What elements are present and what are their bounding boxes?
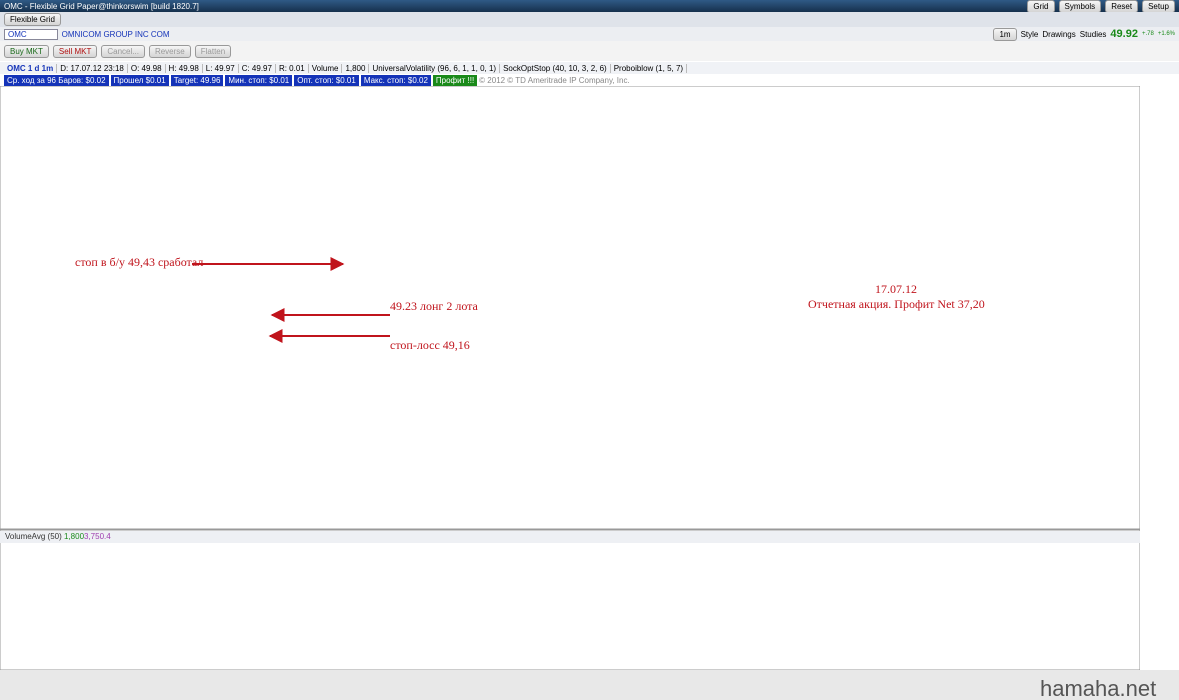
order-button[interactable]: Buy MKT — [4, 44, 49, 58]
volume-avg: 3,750.4 — [84, 532, 111, 541]
info-item: Volume — [309, 63, 343, 73]
info-item: SockOptStop (40, 10, 3, 2, 6) — [500, 63, 611, 73]
button[interactable]: Reset — [1105, 0, 1139, 13]
annotation: 49.23 лонг 2 лота — [390, 299, 479, 313]
stat: Target: 49.96 — [170, 74, 224, 86]
button[interactable]: Symbols — [1058, 0, 1102, 13]
order-button[interactable]: Flatten — [194, 44, 232, 58]
annotation: стоп-лосс 49,16 — [390, 338, 470, 352]
window-title: OMC - Flexible Grid Paper@thinkorswim [b… — [4, 1, 199, 11]
price: 49.92 — [1110, 28, 1138, 40]
chart-title: OMC 1 d 1m — [4, 63, 58, 73]
annotation: Отчетная акция. Профит Net 37,20 — [808, 297, 985, 311]
profit: Профит !!! — [432, 74, 478, 86]
title-bar: OMC - Flexible Grid Paper@thinkorswim [b… — [0, 0, 1179, 13]
period[interactable]: 1m — [993, 27, 1017, 41]
tool[interactable]: Style — [1020, 29, 1039, 39]
symbol[interactable]: OMC — [4, 28, 58, 40]
info-bar: OMC 1 d 1m D: 17.07.12 23:18 O: 49.98 H: 4… — [0, 62, 1179, 74]
volume-title: VolumeAvg (50) — [5, 532, 62, 541]
info-item: 1,800 — [342, 63, 370, 73]
order-button[interactable]: Cancel... — [101, 44, 145, 58]
symbol-bar: OMC OMNICOM GROUP INC COM 1m Style Drawi… — [0, 27, 1179, 41]
annotation: стоп в б/у 49,43 сработал — [75, 255, 203, 269]
info-item: L: 49.97 — [203, 63, 239, 73]
tool[interactable]: Studies — [1079, 29, 1107, 39]
info-item: H: 49.98 — [166, 63, 203, 73]
stats-bar: Ср. ход за 96 Баров: $0.02 Прошел $0.01 Ta… — [0, 74, 1179, 86]
order-bar: Buy MKT Sell MKT Cancel... Reverse Flatt… — [0, 41, 1179, 61]
button[interactable]: Grid — [1027, 0, 1055, 13]
info-item: O: 49.98 — [128, 63, 166, 73]
volume-last: 1,800 — [64, 532, 85, 541]
tool[interactable]: Drawings — [1042, 29, 1076, 39]
info-item: R: 0.01 — [276, 63, 309, 73]
price-panel — [0, 85, 1141, 530]
stat: Ср. ход за 96 Баров: $0.02 — [4, 74, 109, 86]
order-button[interactable]: Sell MKT — [52, 44, 98, 58]
tab-bar: Flexible Grid — [0, 12, 1179, 27]
info-item: D: 17.07.12 23:18 — [57, 63, 128, 73]
tab[interactable]: Flexible Grid — [4, 13, 61, 26]
volume-panel — [0, 529, 1141, 671]
volume-header — [0, 531, 1140, 543]
annotation: 17.07.12 — [875, 282, 917, 296]
time-axis-area — [0, 670, 1179, 700]
change-pct: +1.6% — [1157, 31, 1175, 37]
axis-area — [1140, 86, 1179, 670]
watermark: hamaha.net — [1040, 676, 1156, 700]
stat: Мин. стоп: $0.01 — [225, 74, 293, 86]
stat: Макс. стоп: $0.02 — [360, 74, 431, 86]
order-button[interactable]: Reverse — [148, 44, 191, 58]
stat: Прошел $0.01 — [110, 74, 169, 86]
stat: Опт. стоп: $0.01 — [294, 74, 359, 86]
button[interactable]: Setup — [1142, 0, 1175, 13]
info-item: C: 49.97 — [239, 63, 276, 73]
company: OMNICOM GROUP INC COM — [61, 29, 170, 39]
info-item: UniversalVolatility (96, 6, 1, 1, 0, 1) — [369, 63, 501, 73]
change: +.78 — [1141, 31, 1154, 37]
info-item: Proboiblow (1, 5, 7) — [611, 63, 688, 73]
copyright: © 2012 © TD Ameritrade IP Company, Inc. — [479, 75, 630, 85]
